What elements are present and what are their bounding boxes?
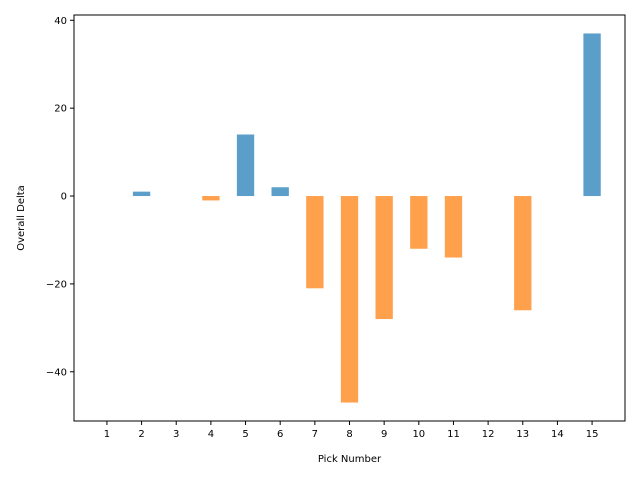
x-tick-label: 5: [242, 429, 248, 440]
bar-pick-7: [306, 196, 324, 289]
bar-pick-2: [132, 191, 151, 197]
x-tick-label: 10: [412, 429, 425, 440]
x-tick-label: 14: [551, 429, 564, 440]
bars-group: [132, 33, 601, 403]
y-tick-label: 20: [54, 104, 67, 115]
x-axis-label: Pick Number: [318, 454, 382, 465]
x-tick-label: 11: [447, 429, 460, 440]
bar-pick-5: [236, 134, 255, 197]
y-tick-label: 0: [61, 192, 67, 203]
bar-pick-15: [583, 33, 601, 197]
bar-pick-8: [340, 196, 359, 403]
x-tick-label: 13: [516, 429, 529, 440]
y-tick-label: 40: [54, 16, 67, 27]
x-axis-ticks: 1 2 3 4 5 6 7 8 9 10 11 12 13 14 15: [104, 421, 599, 440]
x-tick-label: 6: [277, 429, 283, 440]
x-tick-label: 8: [346, 429, 352, 440]
x-tick-label: 3: [173, 429, 179, 440]
x-tick-label: 15: [586, 429, 599, 440]
y-axis-label: Overall Delta: [16, 185, 27, 251]
bar-pick-6: [271, 187, 289, 197]
x-tick-label: 9: [381, 429, 387, 440]
bar-pick-10: [410, 196, 428, 249]
bar-pick-4: [202, 196, 220, 201]
x-tick-label: 1: [104, 429, 110, 440]
x-tick-label: 2: [138, 429, 144, 440]
bar-pick-13: [514, 196, 532, 311]
y-axis-ticks: −40 −20 0 20 40: [46, 16, 74, 378]
y-tick-label: −20: [46, 279, 67, 290]
x-tick-label: 7: [312, 429, 318, 440]
bar-pick-9: [375, 196, 393, 320]
bar-pick-11: [444, 196, 463, 258]
x-tick-label: 4: [208, 429, 214, 440]
x-tick-label: 12: [482, 429, 495, 440]
plot-frame: [73, 14, 626, 422]
y-tick-label: −40: [46, 367, 67, 378]
